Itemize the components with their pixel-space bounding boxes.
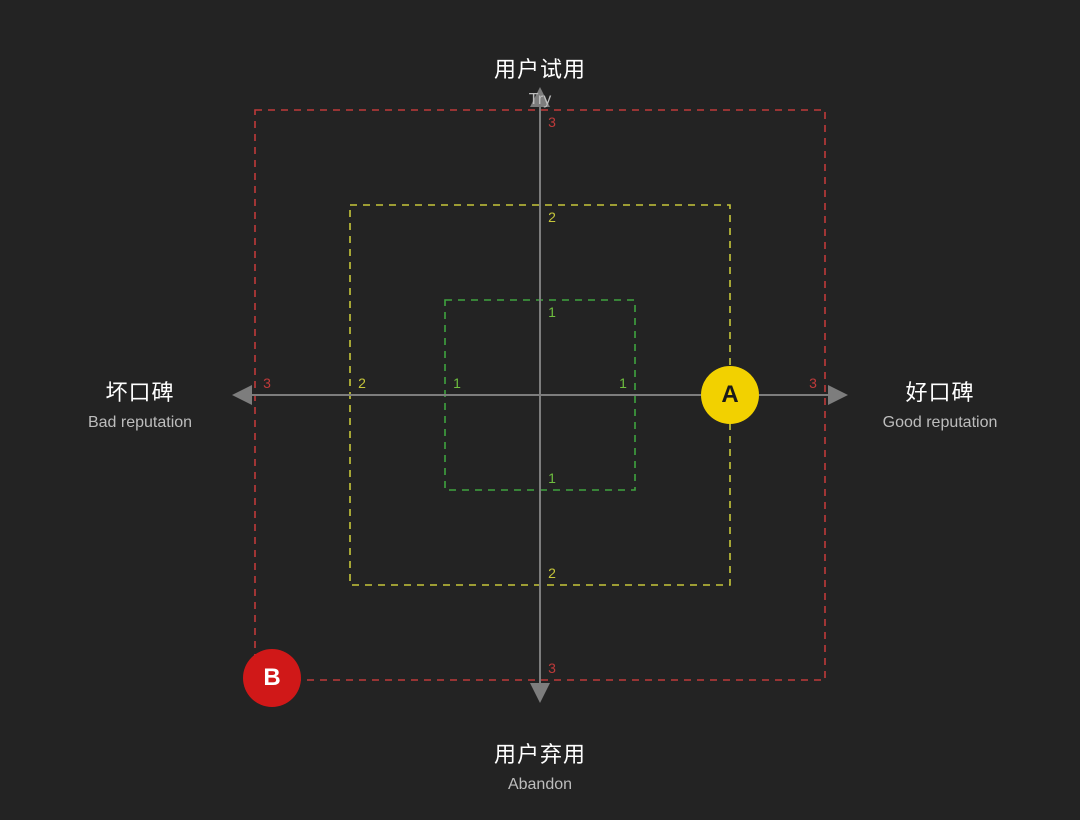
axis-label-right: 好口碑 Good reputation <box>883 378 998 433</box>
ring-label-3: 3 <box>548 660 556 676</box>
marker-B: B <box>243 649 301 707</box>
axis-label-bottom: 用户弃用 Abandon <box>494 740 586 795</box>
axis-label-right-zh: 好口碑 <box>883 378 998 408</box>
ring-label-2: 2 <box>548 209 556 225</box>
ring-label-3: 3 <box>809 375 817 391</box>
axis-label-left-zh: 坏口碑 <box>88 378 192 408</box>
ring-label-2: 2 <box>358 375 366 391</box>
ring-label-1: 1 <box>619 375 627 391</box>
marker-A: A <box>701 366 759 424</box>
ring-label-1: 1 <box>453 375 461 391</box>
axis-label-bottom-en: Abandon <box>494 774 586 796</box>
axis-label-left: 坏口碑 Bad reputation <box>88 378 192 433</box>
ring-label-2: 2 <box>548 565 556 581</box>
axis-label-right-en: Good reputation <box>883 412 998 434</box>
ring-label-1: 1 <box>548 304 556 320</box>
axis-label-top-zh: 用户试用 <box>494 55 586 85</box>
axis-label-top: 用户试用 Try <box>494 55 586 110</box>
axis-label-top-en: Try <box>494 89 586 111</box>
axis-label-left-en: Bad reputation <box>88 412 192 434</box>
ring-label-3: 3 <box>263 375 271 391</box>
ring-label-3: 3 <box>548 114 556 130</box>
axis-label-bottom-zh: 用户弃用 <box>494 740 586 770</box>
ring-label-1: 1 <box>548 470 556 486</box>
quadrant-diagram: 用户试用 Try 用户弃用 Abandon 坏口碑 Bad reputation… <box>0 0 1080 820</box>
